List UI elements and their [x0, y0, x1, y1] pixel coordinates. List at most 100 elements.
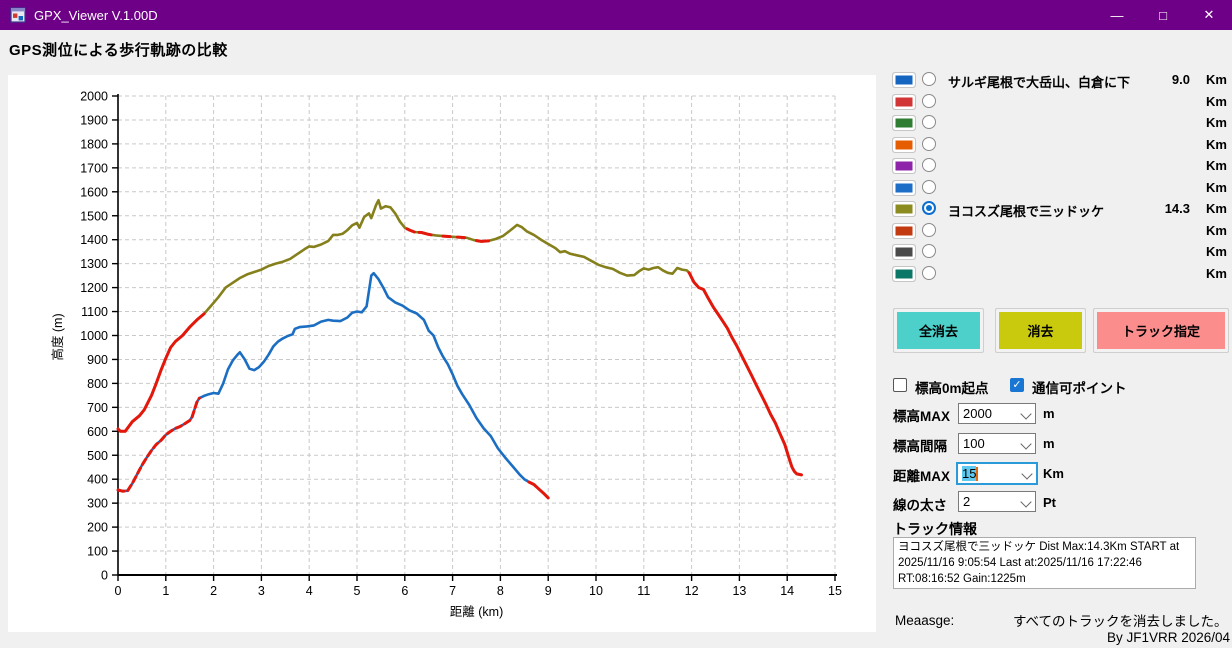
- track-radio[interactable]: [922, 136, 936, 151]
- track-distance-unit: Km: [1206, 72, 1227, 87]
- svg-text:1700: 1700: [80, 161, 108, 175]
- track-distance-unit: Km: [1206, 201, 1227, 216]
- track-color-swatch[interactable]: [892, 136, 916, 153]
- track-radio[interactable]: [922, 201, 936, 215]
- clear-all-button[interactable]: 全消去: [893, 308, 984, 353]
- track-radio[interactable]: [922, 244, 936, 258]
- track-radio[interactable]: [922, 93, 936, 108]
- credit-text: By JF1VRR 2026/04: [1106, 630, 1230, 645]
- chevron-down-icon: [1020, 408, 1032, 420]
- clear-button[interactable]: 消去: [995, 308, 1086, 353]
- dist-max-value: 15: [962, 466, 977, 481]
- maximize-button[interactable]: □: [1159, 7, 1167, 23]
- svg-text:800: 800: [87, 377, 108, 391]
- line-width-unit: Pt: [1043, 495, 1056, 510]
- title-bar: GPX_Viewer V.1.00D — □ ✕: [0, 0, 1232, 30]
- elev-max-unit: m: [1043, 406, 1055, 421]
- track-distance-unit: Km: [1206, 115, 1227, 130]
- track-info-box[interactable]: ヨコスズ尾根で三ッドッケ Dist Max:14.3Km START at 20…: [893, 537, 1196, 589]
- track-distance-unit: Km: [1206, 93, 1227, 109]
- line-width-combo[interactable]: 2: [958, 491, 1036, 512]
- close-button[interactable]: ✕: [1203, 7, 1215, 22]
- track-select-button[interactable]: トラック指定: [1093, 308, 1229, 353]
- track-radio[interactable]: [922, 158, 936, 172]
- track-radio[interactable]: [922, 222, 936, 237]
- svg-text:200: 200: [87, 521, 108, 535]
- track-row: Km: [884, 113, 1232, 134]
- elev-max-combo[interactable]: 2000: [958, 403, 1036, 424]
- track-radio[interactable]: [922, 72, 936, 86]
- track-row: Km: [884, 264, 1232, 285]
- track-row: Km: [884, 156, 1232, 177]
- svg-text:600: 600: [87, 425, 108, 439]
- track-name-label: ヨコスズ尾根で三ッドッケ: [948, 204, 1105, 219]
- track-color-swatch[interactable]: [892, 93, 916, 110]
- track-distance-unit: Km: [1206, 265, 1227, 281]
- track-row: Km: [884, 178, 1232, 199]
- elev-interval-unit: m: [1043, 436, 1055, 451]
- comm-point-label: 通信可ポイント: [1032, 381, 1127, 396]
- window-title: GPX_Viewer V.1.00D: [34, 7, 158, 23]
- track-row: Km: [884, 242, 1232, 263]
- track-info-line: ヨコスズ尾根で三ッドッケ Dist Max:14.3Km START at: [898, 541, 1180, 553]
- track-distance-unit: Km: [1206, 222, 1227, 238]
- track-row: Km: [884, 92, 1232, 113]
- track-list: サルギ尾根で大岳山、白倉に下 9.0 Km Km Km Km Km Km ヨコスズ尾根で三ッドッ…: [884, 62, 1232, 296]
- svg-text:700: 700: [87, 401, 108, 415]
- svg-text:0: 0: [115, 584, 122, 598]
- track-row: Km: [884, 135, 1232, 156]
- comm-point-checkbox[interactable]: ✓: [1010, 378, 1024, 392]
- track-color-swatch[interactable]: [892, 244, 916, 260]
- elev-interval-combo[interactable]: 100: [958, 433, 1036, 454]
- svg-text:2: 2: [210, 584, 217, 598]
- track-color-swatch[interactable]: [892, 222, 916, 239]
- svg-text:1300: 1300: [80, 257, 108, 271]
- track-radio[interactable]: [922, 265, 936, 280]
- track-color-swatch[interactable]: [892, 265, 916, 282]
- page-title: GPS測位による歩行軌跡の比較: [9, 42, 228, 59]
- elevation-zero-origin-option: 標高0m起点: [893, 377, 1023, 396]
- track-color-swatch[interactable]: [892, 115, 916, 131]
- svg-text:1900: 1900: [80, 113, 108, 127]
- svg-text:13: 13: [732, 584, 746, 598]
- svg-text:距離 (km): 距離 (km): [450, 605, 503, 619]
- track-distance-unit: Km: [1206, 136, 1227, 152]
- chevron-down-icon: [1020, 496, 1032, 508]
- track-color-swatch[interactable]: [892, 158, 916, 174]
- svg-text:1800: 1800: [80, 137, 108, 151]
- svg-text:1400: 1400: [80, 233, 108, 247]
- track-color-swatch[interactable]: [892, 201, 916, 217]
- svg-text:5: 5: [354, 584, 361, 598]
- track-radio[interactable]: [922, 179, 936, 194]
- track-color-swatch[interactable]: [892, 179, 916, 196]
- svg-text:0: 0: [101, 569, 108, 583]
- dist-max-combo[interactable]: 15: [956, 462, 1038, 485]
- minimize-button[interactable]: —: [1110, 7, 1124, 23]
- svg-text:1600: 1600: [80, 185, 108, 199]
- app-icon: [10, 7, 26, 23]
- svg-text:1100: 1100: [81, 305, 108, 319]
- track-color-swatch[interactable]: [892, 72, 916, 88]
- svg-text:900: 900: [87, 353, 108, 367]
- track-radio[interactable]: [922, 115, 936, 129]
- svg-text:6: 6: [401, 584, 408, 598]
- track-info-heading: トラック情報: [893, 521, 977, 537]
- dist-max-label: 距離MAX: [893, 469, 950, 484]
- svg-text:11: 11: [637, 584, 650, 598]
- chevron-down-icon: [1020, 438, 1032, 450]
- dist-max-unit: Km: [1043, 466, 1064, 481]
- svg-text:高度 (m): 高度 (m): [50, 313, 65, 360]
- track-name-label: サルギ尾根で大岳山、白倉に下: [948, 75, 1131, 90]
- svg-text:14: 14: [780, 584, 794, 598]
- elev-interval-label: 標高間隔: [893, 439, 947, 454]
- elev-max-value: 2000: [963, 406, 992, 421]
- track-info-line: RT:08:16:52 Gain:1225m: [898, 573, 1026, 585]
- elev-max-label: 標高MAX: [893, 409, 950, 424]
- text-caret: [976, 467, 979, 481]
- track-distance-unit: Km: [1206, 244, 1227, 259]
- line-width-value: 2: [963, 494, 971, 509]
- track-distance: 9.0: [1171, 72, 1190, 87]
- line-width-label: 線の太さ: [893, 498, 947, 513]
- elevation-zero-origin-checkbox[interactable]: [893, 378, 907, 392]
- svg-text:2000: 2000: [80, 90, 108, 104]
